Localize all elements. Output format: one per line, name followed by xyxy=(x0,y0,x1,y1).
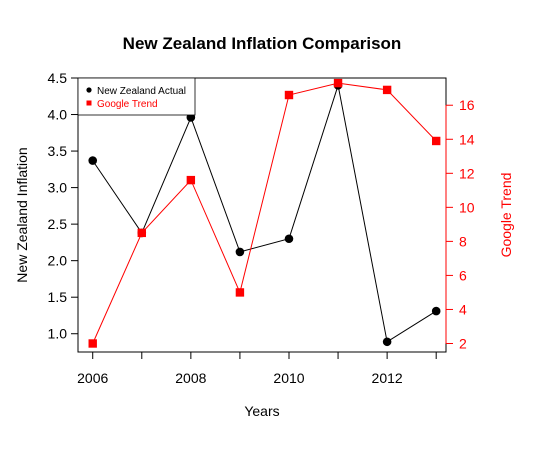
y-axis-label-left: New Zealand Inflation xyxy=(14,147,30,282)
y-left-tick-label: 3.5 xyxy=(48,143,68,159)
y-left-tick-label: 3.0 xyxy=(48,180,68,196)
legend-label-actual: New Zealand Actual xyxy=(97,86,186,97)
legend-marker-trend xyxy=(86,100,92,106)
y-right-tick-label: 6 xyxy=(459,267,467,283)
x-tick-label: 2008 xyxy=(175,370,206,386)
y-right-tick-label: 10 xyxy=(459,199,475,215)
y-right-tick-label: 16 xyxy=(459,97,475,113)
data-point-trend xyxy=(137,228,146,238)
y-right-tick-label: 12 xyxy=(459,165,475,181)
data-point-trend xyxy=(333,78,343,88)
y-left-tick-label: 2.0 xyxy=(48,253,68,269)
legend: New Zealand Actual Google Trend xyxy=(77,77,196,116)
y-right-tick-label: 4 xyxy=(459,301,467,317)
data-point-trend xyxy=(235,288,245,297)
plot-frame xyxy=(77,77,447,353)
data-point-trend xyxy=(88,339,97,348)
data-point-trend xyxy=(284,90,294,100)
data-point-actual xyxy=(88,156,98,165)
y-right-tick-label: 14 xyxy=(459,131,475,147)
data-point-trend xyxy=(382,85,392,95)
data-point-actual xyxy=(382,337,392,347)
x-tick-label: 2012 xyxy=(372,370,403,386)
x-axis-label: Years xyxy=(244,403,279,419)
y-right-tick-label: 2 xyxy=(459,335,467,351)
y-right-tick-label: 8 xyxy=(459,233,467,249)
data-point-actual xyxy=(284,234,294,244)
x-tick-label: 2006 xyxy=(77,370,108,386)
y-left-tick-label: 4.0 xyxy=(48,107,68,123)
y-axis-label-right: Google Trend xyxy=(498,173,514,258)
y-left-tick-label: 2.5 xyxy=(48,216,68,232)
data-point-trend xyxy=(186,175,196,185)
legend-box xyxy=(77,77,196,116)
y-left-tick-label: 4.5 xyxy=(48,70,68,86)
x-tick-label: 2010 xyxy=(273,370,304,386)
series-line-trend xyxy=(92,82,437,344)
data-point-actual xyxy=(235,247,245,257)
y-left-tick-label: 1.5 xyxy=(48,289,68,305)
chart-title: New Zealand Inflation Comparison xyxy=(123,34,402,53)
data-point-trend xyxy=(431,136,441,146)
data-point-actual xyxy=(431,306,441,316)
series-line-actual xyxy=(92,85,437,343)
legend-label-trend: Google Trend xyxy=(97,99,158,110)
y-left-tick-label: 1.0 xyxy=(48,326,68,342)
legend-marker-actual xyxy=(86,87,92,93)
